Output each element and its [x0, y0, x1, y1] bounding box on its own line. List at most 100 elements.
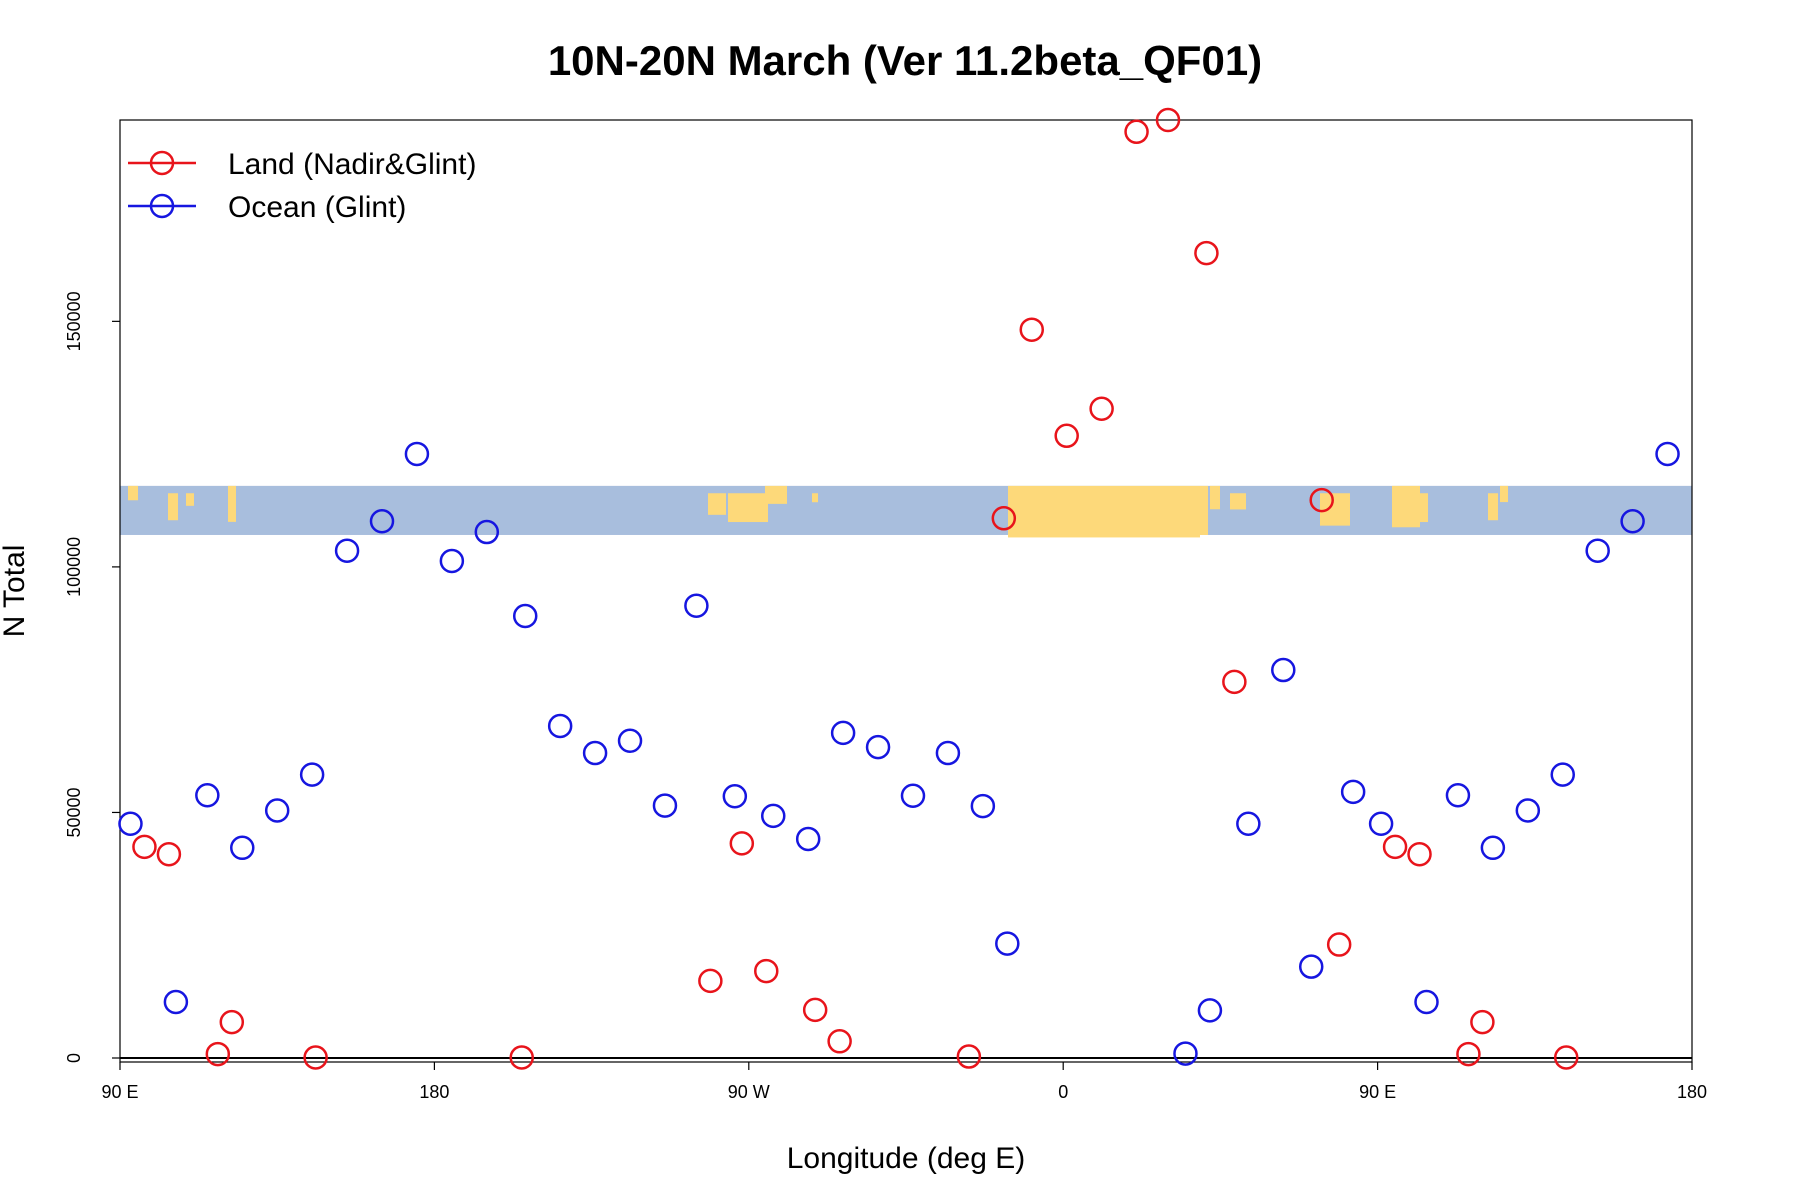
land-point — [132, 834, 157, 860]
map-land-shape — [1320, 493, 1350, 526]
map-land-shape — [1488, 493, 1498, 521]
map-land-shape — [728, 493, 768, 523]
ocean-point — [1236, 811, 1261, 836]
map-land-shape — [128, 485, 138, 501]
land-point — [1194, 240, 1219, 266]
ocean-point — [1340, 779, 1366, 805]
x-tick-label: 90 E — [101, 1082, 138, 1102]
y-tick-label: 0 — [64, 1053, 84, 1063]
ocean-point — [865, 734, 891, 760]
land-point — [1553, 1045, 1579, 1070]
land-point — [1222, 669, 1247, 695]
y-axis-label: N Total — [0, 545, 31, 638]
ocean-point — [1515, 798, 1541, 823]
ocean-point — [264, 798, 290, 823]
ocean-point — [684, 593, 709, 618]
ocean-point — [230, 835, 255, 861]
chart-title: 10N-20N March (Ver 11.2beta_QF01) — [548, 37, 1262, 84]
ocean-point — [1550, 762, 1575, 787]
ocean-point — [1655, 441, 1680, 467]
y-axis: 0 50000 100000 150000 — [64, 291, 120, 1063]
ocean-point — [617, 728, 643, 753]
land-point — [303, 1045, 328, 1070]
map-land-shape — [1210, 485, 1220, 510]
ocean-point — [1585, 538, 1610, 563]
ocean-point — [334, 538, 360, 563]
land-point — [1155, 107, 1181, 133]
map-land-shape — [1230, 493, 1246, 510]
series-land — [132, 107, 1579, 1070]
land-point — [1470, 1009, 1495, 1035]
y-tick-label: 150000 — [64, 291, 84, 351]
ocean-point — [1197, 998, 1223, 1023]
x-axis-label: Longitude (deg E) — [787, 1142, 1026, 1175]
x-tick-label: 180 — [1677, 1082, 1707, 1102]
x-tick-label: 0 — [1058, 1082, 1068, 1102]
ocean-point — [163, 989, 189, 1015]
ocean-point — [404, 441, 430, 467]
ocean-point — [1173, 1041, 1198, 1066]
y-tick-label: 100000 — [64, 537, 84, 597]
ocean-point — [995, 931, 1020, 956]
ocean-point — [547, 713, 573, 739]
land-point — [205, 1041, 231, 1067]
ocean-point — [795, 826, 821, 852]
ocean-point — [970, 793, 996, 819]
ocean-point — [582, 740, 608, 766]
ocean-point — [935, 740, 961, 766]
land-point — [729, 831, 755, 856]
map-land-shape — [765, 485, 787, 504]
land-point — [1309, 487, 1334, 513]
map-land-shape — [1008, 485, 1208, 535]
x-tick-label: 180 — [419, 1082, 449, 1102]
legend-ocean-label: Ocean (Glint) — [228, 191, 406, 224]
y-tick-label: 50000 — [64, 787, 84, 837]
map-land-shape — [1392, 485, 1420, 528]
ocean-point — [900, 783, 926, 809]
land-point — [1382, 834, 1408, 860]
plot-frame — [119, 119, 1693, 1063]
land-point — [1326, 932, 1352, 957]
map-land-shape — [228, 485, 236, 522]
land-point — [1089, 396, 1114, 422]
ocean-point — [1414, 989, 1439, 1015]
legend-ocean-marker — [149, 193, 175, 219]
legend-land-label: Land (Nadir&Glint) — [228, 148, 476, 181]
map-land-shape — [1500, 485, 1508, 503]
ocean-point — [474, 519, 500, 545]
map-ocean-band — [120, 485, 1692, 535]
ocean-point — [299, 762, 325, 787]
ocean-point — [1271, 657, 1296, 683]
land-point — [802, 997, 828, 1023]
ocean-point — [439, 548, 465, 574]
land-point — [219, 1009, 245, 1035]
land-point — [1124, 119, 1149, 145]
series-ocean — [118, 441, 1680, 1066]
land-point — [1407, 841, 1432, 867]
ocean-point — [1368, 811, 1394, 836]
land-point — [991, 506, 1017, 531]
x-tick-label: 90 E — [1359, 1082, 1396, 1102]
land-point — [1054, 423, 1079, 449]
data-points — [118, 107, 1680, 1070]
land-point — [956, 1044, 982, 1069]
ocean-point — [369, 508, 395, 534]
map-land-shape — [812, 493, 818, 503]
land-point — [698, 968, 723, 994]
ocean-point — [1445, 783, 1471, 808]
ocean-point — [1620, 508, 1645, 534]
legend: Land (Nadir&Glint) Ocean (Glint) — [128, 148, 476, 224]
map-land-shape — [168, 493, 178, 521]
map-land-shape — [708, 493, 726, 515]
map-land-shape — [186, 493, 194, 506]
ocean-point — [195, 783, 220, 808]
x-tick-label: 90 W — [728, 1082, 770, 1102]
ocean-point — [512, 603, 538, 629]
land-point — [827, 1029, 852, 1054]
ocean-point — [830, 720, 856, 746]
land-point — [1456, 1041, 1481, 1067]
ocean-point — [1298, 954, 1324, 979]
land-point — [156, 841, 182, 867]
